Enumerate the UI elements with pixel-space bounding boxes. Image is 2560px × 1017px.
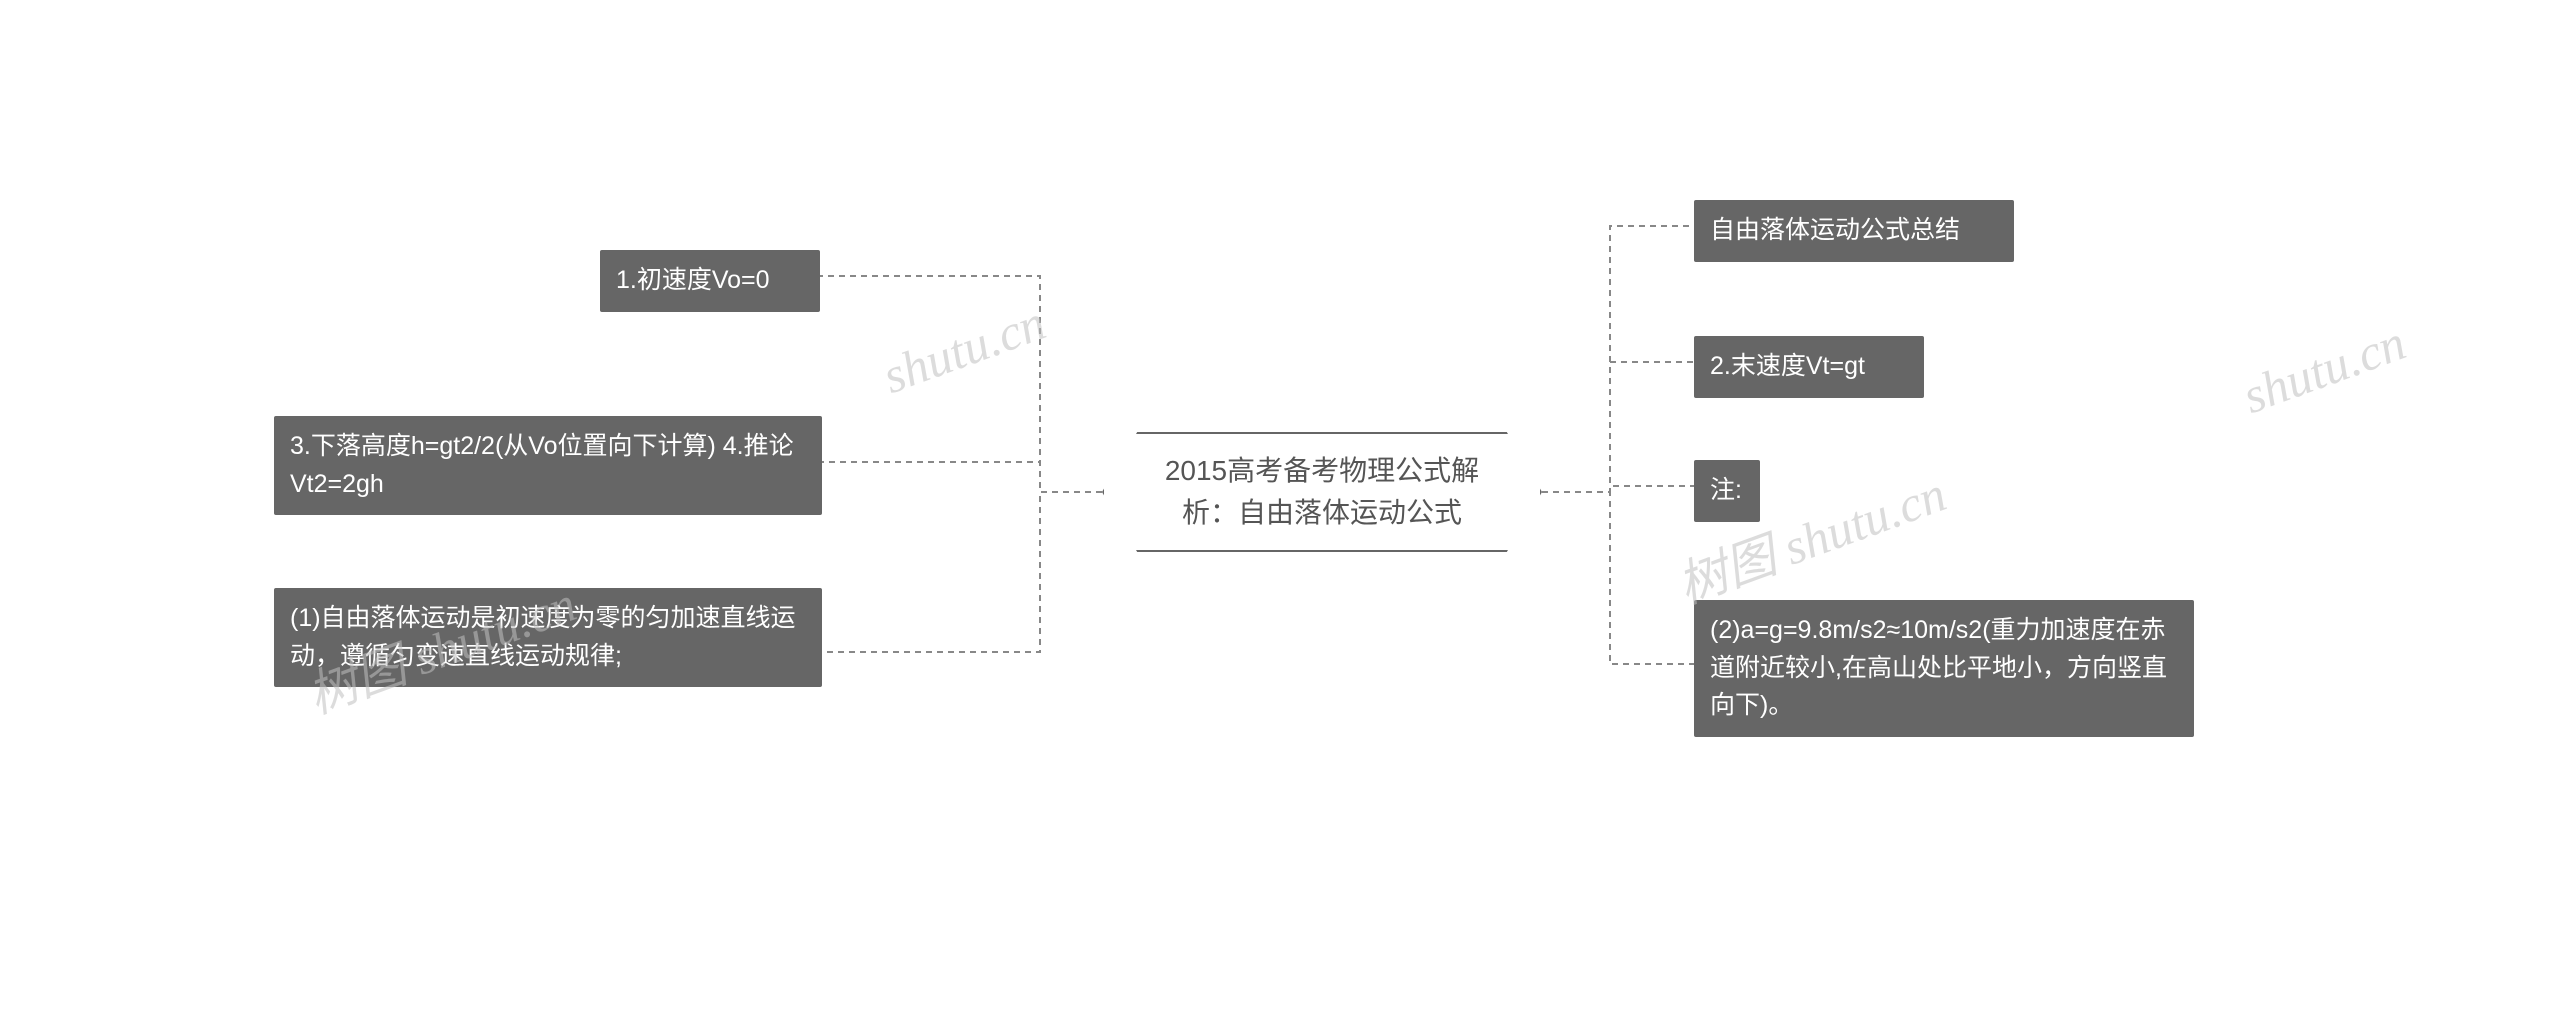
right-node-2: 2.末速度Vt=gt [1694, 336, 1924, 398]
left-node-3: (1)自由落体运动是初速度为零的匀加速直线运动，遵循匀变速直线运动规律; [274, 588, 822, 687]
node-text: 3.下落高度h=gt2/2(从Vo位置向下计算) 4.推论Vt2=2gh [290, 432, 794, 498]
right-node-3: 注: [1694, 460, 1760, 522]
node-text: 自由落体运动公式总结 [1710, 216, 1960, 244]
node-text: 注: [1710, 476, 1742, 504]
node-text: 1.初速度Vo=0 [616, 266, 770, 294]
node-text: (1)自由落体运动是初速度为零的匀加速直线运动，遵循匀变速直线运动规律; [290, 604, 796, 670]
center-topic: 2015高考备考物理公式解析：自由落体运动公式 [1102, 432, 1542, 552]
left-node-2: 3.下落高度h=gt2/2(从Vo位置向下计算) 4.推论Vt2=2gh [274, 416, 822, 515]
watermark: shutu.cn [2235, 313, 2413, 425]
mindmap-diagram: 2015高考备考物理公式解析：自由落体运动公式 1.初速度Vo=0 3.下落高度… [0, 0, 2560, 1017]
watermark: shutu.cn [875, 293, 1053, 405]
center-topic-text: 2015高考备考物理公式解析：自由落体运动公式 [1165, 455, 1479, 528]
right-node-1: 自由落体运动公式总结 [1694, 200, 2014, 262]
node-text: 2.末速度Vt=gt [1710, 352, 1865, 380]
watermark-text: shutu.cn [875, 294, 1052, 404]
right-node-4: (2)a=g=9.8m/s2≈10m/s2(重力加速度在赤道附近较小,在高山处比… [1694, 600, 2194, 737]
left-node-1: 1.初速度Vo=0 [600, 250, 820, 312]
node-text: (2)a=g=9.8m/s2≈10m/s2(重力加速度在赤道附近较小,在高山处比… [1710, 616, 2167, 719]
watermark-text: shutu.cn [2235, 314, 2412, 424]
